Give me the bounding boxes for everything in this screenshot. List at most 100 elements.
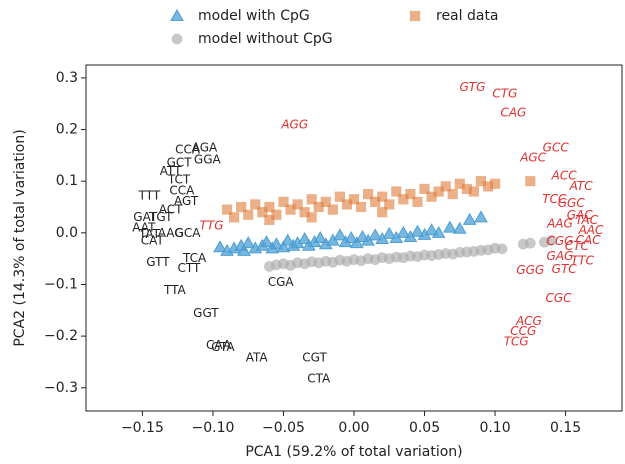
square-point [306,194,317,205]
square-point [355,201,367,213]
annotation: CTC [565,239,590,253]
annotation: TCC [542,192,567,206]
square-point [348,194,360,205]
square-point [433,186,444,197]
annotation: AGA [192,141,218,155]
annotation: TTT [138,189,161,203]
triangle-point [462,212,477,225]
square-point [377,191,388,202]
triangle-point [368,228,383,241]
legend-label: model with CpG [198,8,310,24]
annotation: CAA [206,338,232,352]
annotation: TGT [148,210,173,224]
annotation: TCT [167,173,191,187]
annotation: ACT [159,203,183,217]
circle-point [546,235,557,246]
annotation: AAC [578,223,604,237]
annotation: GTT [146,255,170,269]
x-axis-label: PCA1 (59.2% of total variation) [245,444,462,460]
y-tick-label: 0.2 [56,122,78,138]
square-point [461,183,472,195]
triangle-point [237,243,251,256]
annotation: GTC [552,262,578,276]
annotation: AAG [158,226,184,240]
triangle-point [424,223,439,236]
annotation: CTT [178,261,201,275]
triangle-point [410,224,425,237]
triangle-point [213,240,227,253]
annotation: AAG [546,217,573,231]
triangle-point [443,220,457,233]
annotation: GCT [167,156,193,170]
annotation: CAC [576,233,602,247]
square-point [440,181,451,192]
legend-marker [409,10,421,22]
square-point [320,196,331,207]
triangle-point [474,210,488,223]
annotation: CAG [500,106,526,120]
triangle-point [431,225,446,238]
annotation: AAT [132,221,156,235]
annotation: GGC [558,196,586,210]
annotation: TTC [571,254,595,268]
square-point [384,199,395,210]
triangle-point [269,237,284,250]
x-tick-label: −0.05 [262,420,305,436]
square-point [306,212,317,223]
annotation: TCA [182,251,207,265]
x-tick-label: −0.10 [191,420,234,436]
x-tick-label: 0.00 [338,420,369,436]
circle-point [496,243,508,255]
square-point [482,181,494,192]
triangle-point [396,225,411,238]
annotation: GTG [460,80,486,94]
square-point [391,186,402,197]
y-tick-label: 0.0 [56,225,78,241]
square-point [271,209,282,220]
triangle-point [349,236,364,249]
annotation: GGT [193,306,219,320]
annotation: AGG [280,117,308,131]
square-point [370,196,381,207]
square-point [257,207,268,218]
legend-marker [170,8,184,21]
triangle-point [313,230,328,243]
annotation: ACC [551,169,578,183]
square-point [489,178,501,189]
annotation: GCC [543,141,570,155]
annotation: CGG [546,234,573,248]
square-point [525,176,536,187]
square-point [405,189,416,200]
x-tick-label: 0.15 [550,420,581,436]
annotation: GTA [211,340,235,354]
y-tick-label: 0.1 [56,173,78,189]
triangle-point [333,228,347,241]
triangle-point [452,221,467,234]
triangle-point [241,236,256,249]
square-point [264,201,275,213]
square-point [264,214,275,226]
annotation: TCG [504,334,529,348]
x-tick-label: −0.15 [121,420,164,436]
triangle-point [280,233,295,246]
annotation: CGT [302,350,327,364]
annotation: CCA [175,143,201,157]
square-point [341,199,353,210]
square-point [313,201,324,213]
square-point [447,189,458,200]
square-point [285,204,296,215]
legend-marker [171,33,183,45]
square-point [475,176,487,187]
annotation: GAC [567,208,594,222]
circle-point [524,237,536,249]
triangle-point [259,235,274,248]
annotation: AGT [174,194,199,208]
square-point [243,209,254,220]
square-point [468,186,479,197]
square-point [412,196,423,207]
annotation: CCG [510,324,536,338]
annotation: TTA [163,283,187,297]
annotation: AGC [519,150,547,164]
annotation: ACG [515,314,542,328]
square-point [278,196,289,207]
